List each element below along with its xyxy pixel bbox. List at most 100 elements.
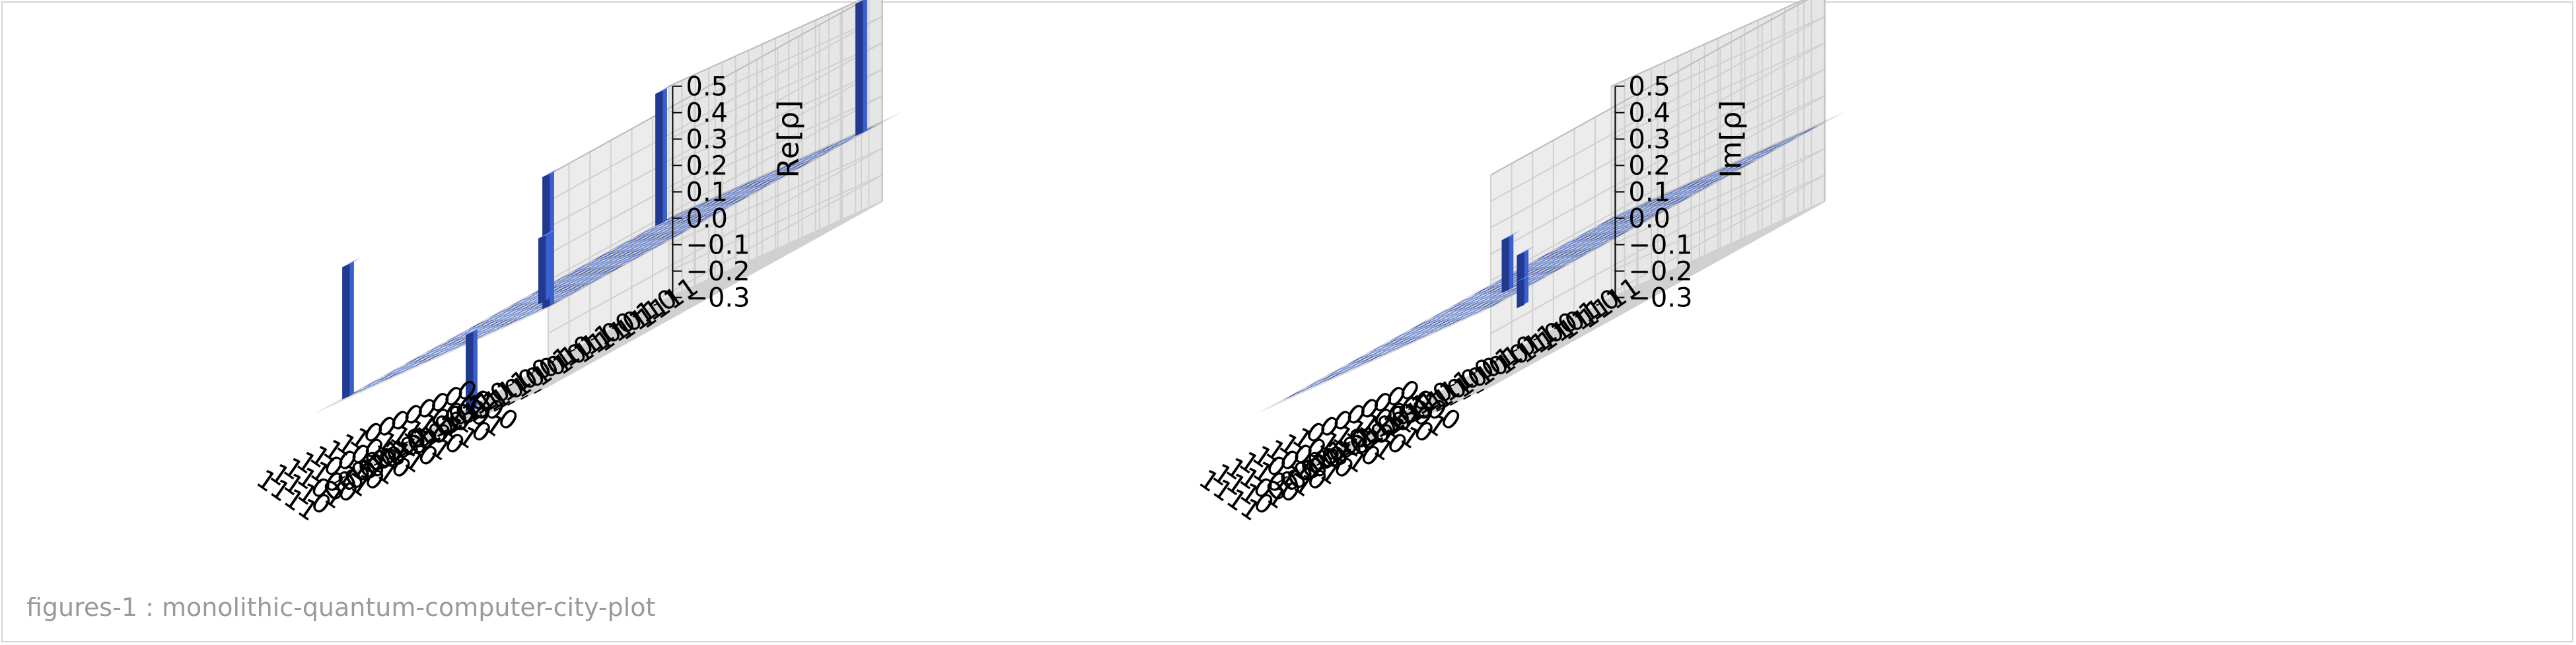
base-tile: [738, 184, 760, 195]
base-tile: [725, 189, 747, 201]
base-tile: [660, 230, 683, 241]
base-tile: [408, 358, 430, 370]
base-tile: [479, 313, 502, 325]
base-tile: [428, 347, 450, 358]
base-tile: [1620, 213, 1642, 225]
base-tile: [612, 253, 635, 265]
base-tile: [498, 306, 521, 318]
bar-1111-1111-5: [655, 84, 675, 226]
row-tick-mark: [1343, 448, 1351, 454]
base-tile: [602, 249, 626, 261]
base-tile: [354, 382, 376, 394]
base-tile: [635, 236, 658, 248]
col-tick-mark: [1491, 360, 1497, 364]
col-tick-mark: [1470, 372, 1476, 376]
base-tile: [1568, 232, 1591, 244]
row-tick-mark: [1276, 479, 1285, 485]
row-tick-mark: [373, 460, 382, 466]
base-tile: [1569, 247, 1591, 259]
base-tile: [487, 322, 510, 334]
z-tick-label: 0.3: [1628, 125, 1670, 155]
base-tile: [1621, 208, 1644, 220]
z-tick-label: 0.5: [686, 72, 728, 102]
grid-lines: [1277, 0, 1826, 483]
base-tile: [1602, 230, 1626, 241]
base-tile: [750, 183, 772, 195]
base-tile: [1596, 215, 1619, 227]
base-tile: [1690, 173, 1712, 185]
base-tile: [559, 277, 582, 289]
base-tile: [694, 212, 717, 224]
base-tile: [1393, 330, 1416, 342]
base-tile: [684, 208, 707, 220]
base-tile: [1686, 184, 1709, 195]
base-tile: [1485, 293, 1507, 305]
col-tick-mark: [423, 429, 429, 433]
base-tile: [1560, 238, 1583, 250]
base-tile: [734, 179, 756, 191]
base-tile: [1553, 244, 1575, 255]
row-tick-mark: [1316, 460, 1324, 466]
base-tile: [1530, 260, 1553, 272]
base-tile: [668, 224, 690, 236]
base-tile: [1377, 347, 1399, 358]
base-tile: [1749, 149, 1771, 160]
base-tile: [1378, 341, 1401, 353]
base-tile: [437, 336, 460, 348]
z-tick-label: 0.3: [686, 125, 728, 155]
base-tile: [1658, 200, 1680, 212]
col-tick-mark: [611, 325, 617, 329]
base-tile: [1608, 229, 1631, 241]
base-tile: [658, 220, 680, 232]
base-tile: [563, 282, 586, 294]
base-tile: [1696, 172, 1718, 184]
base-tile: [1581, 226, 1604, 238]
base-tile: [1650, 206, 1673, 218]
col-tick-mark: [486, 395, 492, 399]
base-tile: [1405, 329, 1427, 341]
bar-face-top: [538, 228, 557, 239]
base-tile: [1297, 382, 1319, 394]
base-tile: [1538, 254, 1560, 266]
base-tile: [785, 160, 808, 172]
pane-edges: [548, 0, 883, 201]
base-tile: [576, 261, 598, 273]
z-axis-label: Im[ρ]: [1714, 100, 1748, 178]
row-tick-mark: [534, 388, 542, 394]
bar-0101-0011-1: [538, 228, 557, 305]
base-tile: [1426, 318, 1449, 329]
base-tile: [417, 348, 439, 360]
base-tile: [715, 200, 738, 212]
base-tile: [586, 265, 608, 277]
base-tile: [673, 209, 696, 221]
base-tile: [554, 277, 576, 289]
base-tile: [447, 341, 470, 352]
pane-edges: [1490, 0, 1826, 201]
base-tile: [608, 248, 631, 260]
col-tick-mark: [507, 383, 513, 387]
base-tile: [1464, 290, 1486, 302]
base-tile: [719, 190, 741, 202]
base-tile: [669, 219, 692, 230]
base-tile: [1430, 322, 1452, 334]
base-tile: [1707, 172, 1730, 184]
bar-face-side: [466, 331, 474, 415]
base-tile: [1715, 166, 1737, 178]
base-tile: [577, 276, 599, 287]
base-tile: [614, 248, 637, 259]
base-tile: [1418, 323, 1441, 335]
base-tile: [396, 359, 418, 371]
base-tile: [694, 197, 716, 209]
base-tile: [1642, 197, 1664, 209]
base-tile: [1357, 353, 1380, 364]
base-tile: [751, 178, 773, 189]
base-tile: [571, 276, 593, 288]
base-tile: [403, 354, 426, 366]
base-tile: [1491, 292, 1513, 304]
base-tile: [1713, 171, 1735, 183]
base-tile: [646, 221, 668, 232]
base-tile: [1464, 305, 1487, 317]
base-tile: [1546, 263, 1569, 275]
base-tile: [495, 317, 517, 329]
base-tile: [593, 259, 616, 271]
